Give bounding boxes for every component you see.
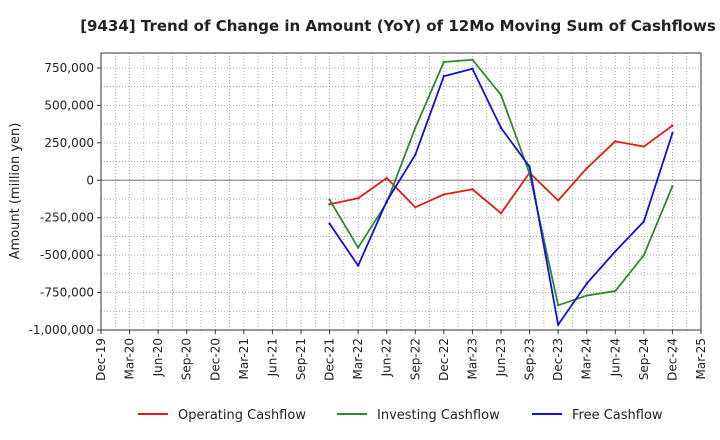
data-point-free-cashflow [614, 250, 617, 253]
data-point-operating-cashflow [414, 206, 417, 209]
x-tick-label: Jun-24 [608, 338, 622, 377]
x-tick-label: Sep-21 [294, 338, 308, 380]
legend-label-free-cashflow: Free Cashflow [572, 408, 663, 423]
data-point-free-cashflow [642, 220, 646, 223]
legend-label-investing-cashflow: Investing Cashflow [377, 408, 500, 423]
x-axis-ticks: Dec-19 Mar-20 Jun-20 Sep-20 Dec-20 Mar-21 Jun-… [94, 330, 708, 381]
x-tick-label: Dec-24 [665, 338, 679, 381]
x-tick-label: Jun-23 [494, 338, 508, 377]
data-point-operating-cashflow [442, 193, 446, 196]
y-tick-label: 250,000 [44, 136, 94, 150]
x-tick-label: Mar-23 [465, 338, 479, 379]
x-tick-label: Mar-20 [123, 338, 137, 379]
data-point-investing-cashflow [499, 93, 503, 97]
data-point-free-cashflow [671, 131, 674, 135]
data-point-operating-cashflow [499, 212, 503, 215]
y-axis-label: Amount (million yen) [8, 123, 23, 260]
data-point-operating-cashflow [385, 176, 388, 180]
data-point-free-cashflow [414, 153, 417, 157]
data-point-operating-cashflow [328, 203, 331, 206]
data-point-free-cashflow [556, 323, 560, 326]
x-tick-label: Mar-21 [237, 338, 251, 379]
data-point-operating-cashflow [614, 140, 617, 143]
data-point-free-cashflow [328, 222, 331, 225]
y-tick-label: -750,000 [40, 286, 94, 300]
y-tick-label: 500,000 [44, 98, 94, 112]
x-tick-label: Dec-20 [208, 338, 222, 381]
data-point-investing-cashflow [585, 294, 588, 297]
data-point-operating-cashflow [671, 124, 674, 127]
data-point-free-cashflow [442, 75, 446, 78]
data-point-investing-cashflow [642, 253, 646, 257]
x-tick-label: Jun-21 [265, 338, 279, 377]
y-tick-label: -1,000,000 [29, 323, 94, 337]
data-point-operating-cashflow [471, 188, 474, 191]
y-tick-label: 0 [86, 173, 94, 187]
data-point-investing-cashflow [356, 246, 360, 249]
x-tick-label: Dec-21 [323, 338, 337, 381]
data-point-operating-cashflow [642, 145, 646, 148]
x-tick-label: Mar-24 [580, 338, 594, 379]
data-point-free-cashflow [356, 264, 360, 267]
x-tick-label: Dec-22 [437, 338, 451, 381]
x-tick-label: Mar-25 [694, 338, 708, 379]
data-point-investing-cashflow [671, 185, 674, 188]
data-point-free-cashflow [528, 165, 531, 168]
x-tick-label: Sep-20 [180, 338, 194, 380]
chart-title: [9434] Trend of Change in Amount (YoY) o… [80, 17, 716, 35]
legend: Operating Cashflow Investing Cashflow Free… [138, 408, 663, 423]
data-point-investing-cashflow [414, 126, 417, 130]
y-tick-label: -250,000 [40, 211, 94, 225]
x-tick-label: Jun-20 [151, 338, 165, 377]
data-point-free-cashflow [385, 200, 388, 203]
series-group [328, 58, 674, 326]
data-point-free-cashflow [471, 67, 474, 70]
data-point-investing-cashflow [442, 60, 446, 64]
data-point-investing-cashflow [328, 198, 331, 201]
x-tick-label: Jun-22 [380, 338, 394, 377]
x-tick-label: Mar-22 [351, 338, 365, 379]
data-point-investing-cashflow [471, 58, 474, 61]
x-tick-label: Sep-24 [637, 338, 651, 380]
data-point-free-cashflow [499, 126, 503, 130]
legend-label-operating-cashflow: Operating Cashflow [178, 408, 306, 423]
y-tick-label: 750,000 [44, 61, 94, 75]
x-tick-label: Sep-22 [408, 338, 422, 380]
data-point-operating-cashflow [356, 197, 360, 200]
x-tick-label: Dec-23 [551, 338, 565, 381]
x-tick-label: Dec-19 [94, 338, 108, 381]
y-tick-label: -500,000 [40, 248, 94, 262]
plot-frame [100, 52, 702, 331]
data-point-investing-cashflow [556, 304, 560, 307]
x-tick-label: Sep-23 [523, 338, 537, 380]
data-point-operating-cashflow [585, 167, 588, 170]
data-point-operating-cashflow [556, 199, 560, 202]
data-point-free-cashflow [585, 282, 588, 285]
y-axis-ticks: -1,000,000 -750,000 -500,000 -250,000 0 250,0… [29, 61, 101, 337]
data-point-investing-cashflow [614, 289, 617, 293]
